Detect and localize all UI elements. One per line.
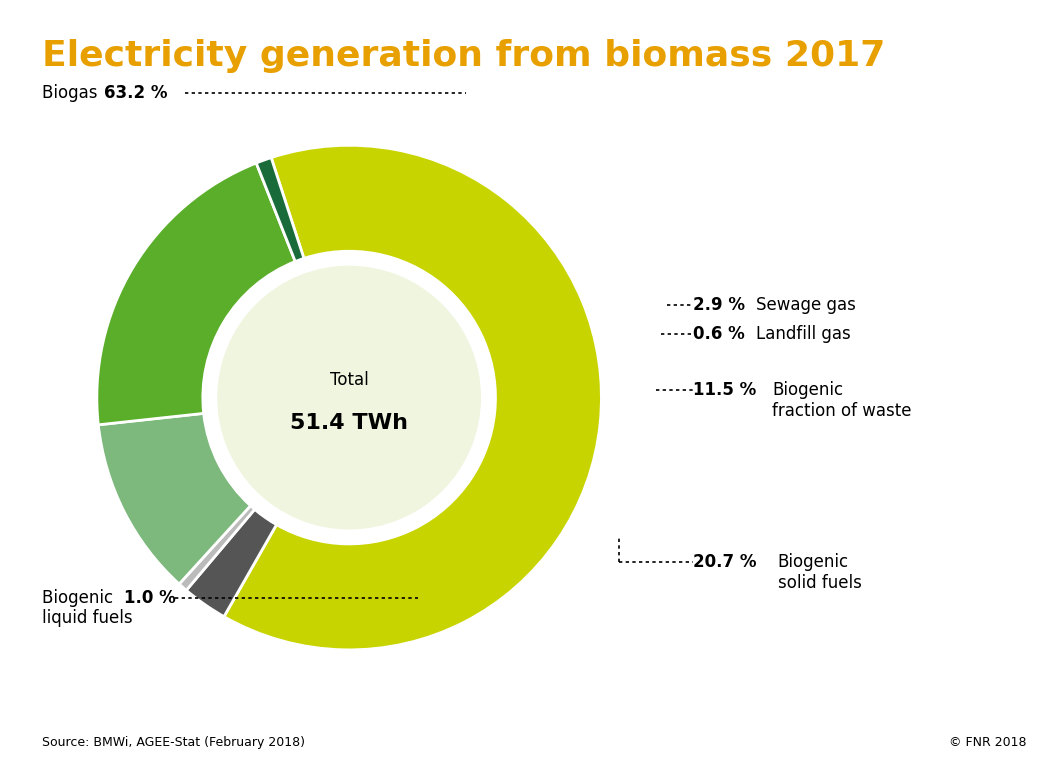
Text: Biogenic: Biogenic [772,381,843,399]
Wedge shape [186,510,276,617]
Wedge shape [98,413,251,584]
Text: Biogas: Biogas [42,83,108,102]
Text: © FNR 2018: © FNR 2018 [949,736,1026,749]
Text: 51.4 TWh: 51.4 TWh [290,413,408,433]
Text: solid fuels: solid fuels [778,574,861,592]
Circle shape [218,266,480,529]
Wedge shape [224,145,601,650]
Wedge shape [179,506,255,591]
Text: liquid fuels: liquid fuels [42,608,133,627]
Text: Total: Total [330,371,368,389]
Text: Biogenic: Biogenic [778,553,849,571]
Text: 63.2 %: 63.2 % [104,83,167,102]
Text: Sewage gas: Sewage gas [756,296,856,314]
Text: Landfill gas: Landfill gas [756,325,852,344]
Text: Source: BMWi, AGEE-Stat (February 2018): Source: BMWi, AGEE-Stat (February 2018) [42,736,306,749]
Text: 0.6 %: 0.6 % [693,325,745,344]
Text: Biogenic: Biogenic [42,589,124,608]
Text: 2.9 %: 2.9 % [693,296,745,314]
Text: 11.5 %: 11.5 % [693,381,756,399]
Text: fraction of waste: fraction of waste [772,401,912,420]
Wedge shape [256,157,304,262]
Wedge shape [97,163,295,425]
Text: 20.7 %: 20.7 % [693,553,756,571]
Text: 1.0 %: 1.0 % [124,589,176,608]
Text: Electricity generation from biomass 2017: Electricity generation from biomass 2017 [42,39,886,73]
